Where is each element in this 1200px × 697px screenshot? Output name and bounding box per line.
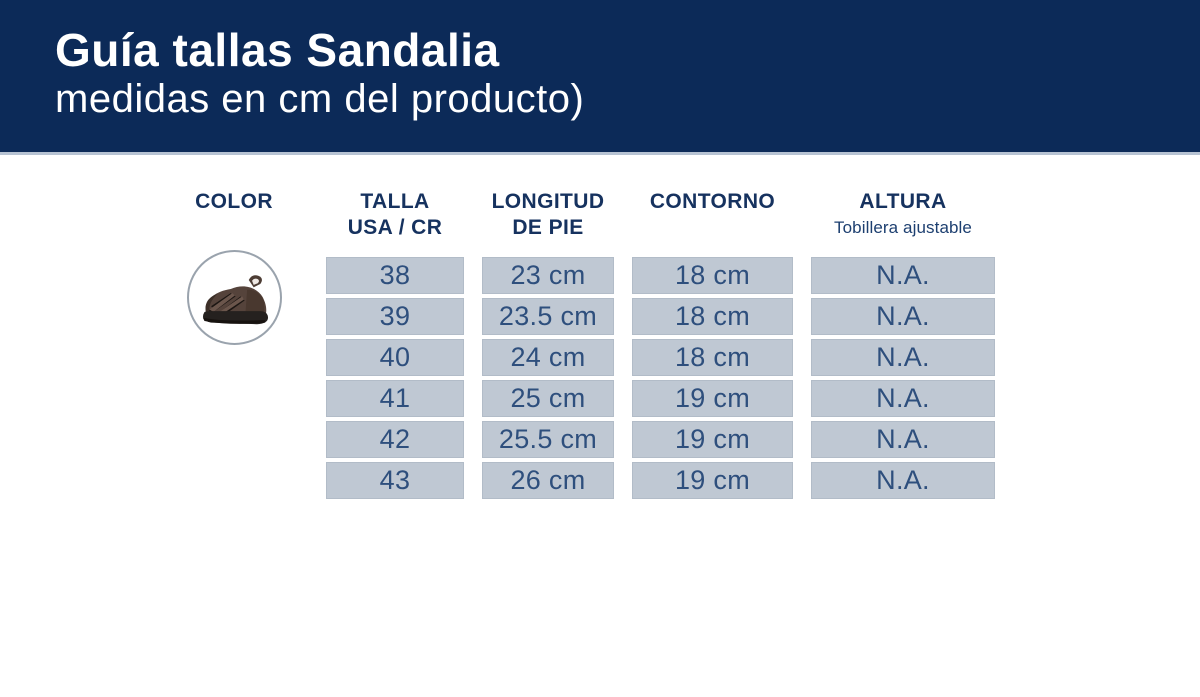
- column-header-talla: TALLA USA / CR: [326, 189, 464, 257]
- contorno-cells: 18 cm 18 cm 18 cm 19 cm 19 cm 19 cm: [632, 257, 793, 499]
- cell-contorno: 18 cm: [632, 257, 793, 294]
- cell-longitud: 25.5 cm: [482, 421, 614, 458]
- cell-altura: N.A.: [811, 462, 995, 499]
- cell-altura: N.A.: [811, 339, 995, 376]
- cell-contorno: 18 cm: [632, 339, 793, 376]
- column-header-altura: ALTURA Tobillera ajustable: [811, 189, 995, 257]
- cell-contorno: 18 cm: [632, 298, 793, 335]
- column-header-longitud-label2: DE PIE: [512, 216, 584, 239]
- column-altura: ALTURA Tobillera ajustable N.A. N.A. N.A…: [811, 189, 995, 499]
- column-header-color-label: COLOR: [195, 190, 273, 213]
- cell-longitud: 24 cm: [482, 339, 614, 376]
- column-header-altura-sublabel: Tobillera ajustable: [834, 218, 972, 237]
- column-header-color: COLOR: [160, 189, 308, 257]
- cell-talla: 41: [326, 380, 464, 417]
- size-guide-table: COLOR: [160, 189, 995, 499]
- cell-altura: N.A.: [811, 421, 995, 458]
- column-header-longitud-label: LONGITUD: [491, 190, 605, 213]
- cell-talla: 39: [326, 298, 464, 335]
- product-image-circle: [186, 250, 282, 345]
- altura-cells: N.A. N.A. N.A. N.A. N.A. N.A.: [811, 257, 995, 499]
- cell-altura: N.A.: [811, 298, 995, 335]
- column-header-longitud: LONGITUD DE PIE: [482, 189, 614, 257]
- cell-talla: 42: [326, 421, 464, 458]
- cell-altura: N.A.: [811, 380, 995, 417]
- column-header-talla-label2: USA / CR: [347, 216, 443, 239]
- column-contorno: CONTORNO 18 cm 18 cm 18 cm 19 cm 19 cm 1…: [632, 189, 793, 499]
- cell-altura: N.A.: [811, 257, 995, 294]
- column-header-contorno: CONTORNO: [632, 189, 793, 257]
- cell-talla: 38: [326, 257, 464, 294]
- column-header-altura-label: ALTURA: [859, 190, 947, 213]
- column-header-contorno-label: CONTORNO: [649, 190, 776, 213]
- longitud-cells: 23 cm 23.5 cm 24 cm 25 cm 25.5 cm 26 cm: [482, 257, 614, 499]
- cell-longitud: 25 cm: [482, 380, 614, 417]
- header-banner: Guía tallas Sandalia medidas en cm del p…: [0, 0, 1200, 155]
- talla-cells: 38 39 40 41 42 43: [326, 257, 464, 499]
- cell-contorno: 19 cm: [632, 462, 793, 499]
- cell-talla: 43: [326, 462, 464, 499]
- column-header-talla-label: TALLA: [360, 190, 430, 213]
- cell-talla: 40: [326, 339, 464, 376]
- column-longitud: LONGITUD DE PIE 23 cm 23.5 cm 24 cm 25 c…: [482, 189, 614, 499]
- cell-longitud: 26 cm: [482, 462, 614, 499]
- sandal-image: [202, 274, 269, 324]
- cell-contorno: 19 cm: [632, 421, 793, 458]
- page-title: Guía tallas Sandalia: [55, 24, 500, 76]
- cell-longitud: 23 cm: [482, 257, 614, 294]
- cell-longitud: 23.5 cm: [482, 298, 614, 335]
- page-subtitle: medidas en cm del producto): [55, 77, 585, 121]
- cell-contorno: 19 cm: [632, 380, 793, 417]
- column-color: COLOR: [160, 189, 308, 499]
- column-talla: TALLA USA / CR 38 39 40 41 42 43: [326, 189, 464, 499]
